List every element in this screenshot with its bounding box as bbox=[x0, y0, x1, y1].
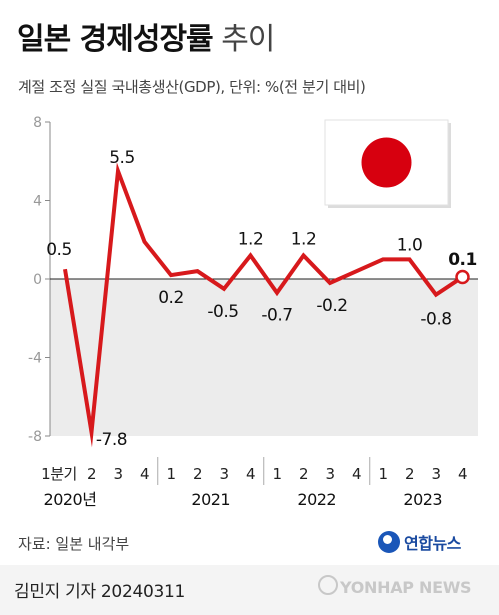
data-label: -0.2 bbox=[316, 296, 347, 316]
year-label: 2022 bbox=[297, 490, 336, 509]
x-tick-label: 3 bbox=[431, 465, 440, 483]
x-tick-label: 2 bbox=[87, 465, 96, 483]
data-label: 0.5 bbox=[46, 240, 72, 260]
data-label: 1.2 bbox=[238, 229, 264, 249]
data-label: -7.8 bbox=[96, 430, 127, 450]
data-label: 1.0 bbox=[397, 235, 423, 255]
y-tick-label: 4 bbox=[33, 194, 42, 210]
chart-subtitle: 계절 조정 실질 국내총생산(GDP), 단위: %(전 분기 대비) bbox=[18, 78, 366, 96]
title-sub: 추이 bbox=[221, 22, 275, 57]
source-note: 자료: 일본 내각부 bbox=[18, 535, 130, 553]
byline-bar: 김민지 기자 20240311 YONHAP NEWS bbox=[0, 565, 499, 615]
year-label: 2020년 bbox=[44, 490, 97, 509]
data-label: 0.1 bbox=[448, 250, 477, 270]
yonhap-logo: 연합뉴스 bbox=[378, 527, 461, 557]
negative-region bbox=[50, 279, 478, 436]
byline: 김민지 기자 20240311 bbox=[14, 582, 186, 602]
y-tick-label: -4 bbox=[28, 351, 42, 367]
data-label: -0.5 bbox=[207, 302, 238, 322]
data-label: -0.7 bbox=[261, 306, 292, 326]
x-tick-label: 4 bbox=[246, 465, 255, 483]
agency-icon bbox=[318, 575, 338, 595]
logo-text: 연합뉴스 bbox=[404, 534, 461, 553]
x-tick-label: 1 bbox=[378, 465, 387, 483]
chart-title: 일본 경제성장률 추이 bbox=[17, 14, 275, 58]
x-tick-label: 2 bbox=[405, 465, 414, 483]
year-label: 2021 bbox=[191, 490, 230, 509]
x-tick-label: 2 bbox=[299, 465, 308, 483]
y-tick-label: 8 bbox=[33, 115, 42, 131]
title-main: 일본 경제성장률 bbox=[17, 22, 214, 57]
x-tick-label: 3 bbox=[113, 465, 122, 483]
agency-watermark: YONHAP NEWS bbox=[340, 578, 472, 597]
x-tick-label: 4 bbox=[352, 465, 361, 483]
x-tick-label: 4 bbox=[140, 465, 149, 483]
data-point-latest bbox=[455, 269, 470, 285]
year-label: 2023 bbox=[403, 490, 442, 509]
flag-sun bbox=[361, 137, 412, 188]
x-tick-label: 1분기 bbox=[41, 465, 77, 483]
x-tick-label: 1 bbox=[272, 465, 281, 483]
x-tick-label: 3 bbox=[219, 465, 228, 483]
x-tick-label: 2 bbox=[193, 465, 202, 483]
x-tick-label: 3 bbox=[325, 465, 334, 483]
data-label: 5.5 bbox=[109, 148, 135, 168]
y-tick-label: -8 bbox=[28, 429, 42, 445]
data-label: 1.2 bbox=[291, 229, 317, 249]
y-tick-label: 0 bbox=[33, 272, 42, 288]
x-tick-label: 1 bbox=[166, 465, 175, 483]
data-label: 0.2 bbox=[158, 288, 184, 308]
x-tick-label: 4 bbox=[458, 465, 467, 483]
series-line bbox=[63, 162, 464, 448]
logo-icon bbox=[378, 531, 400, 553]
data-label: -0.8 bbox=[420, 310, 451, 330]
